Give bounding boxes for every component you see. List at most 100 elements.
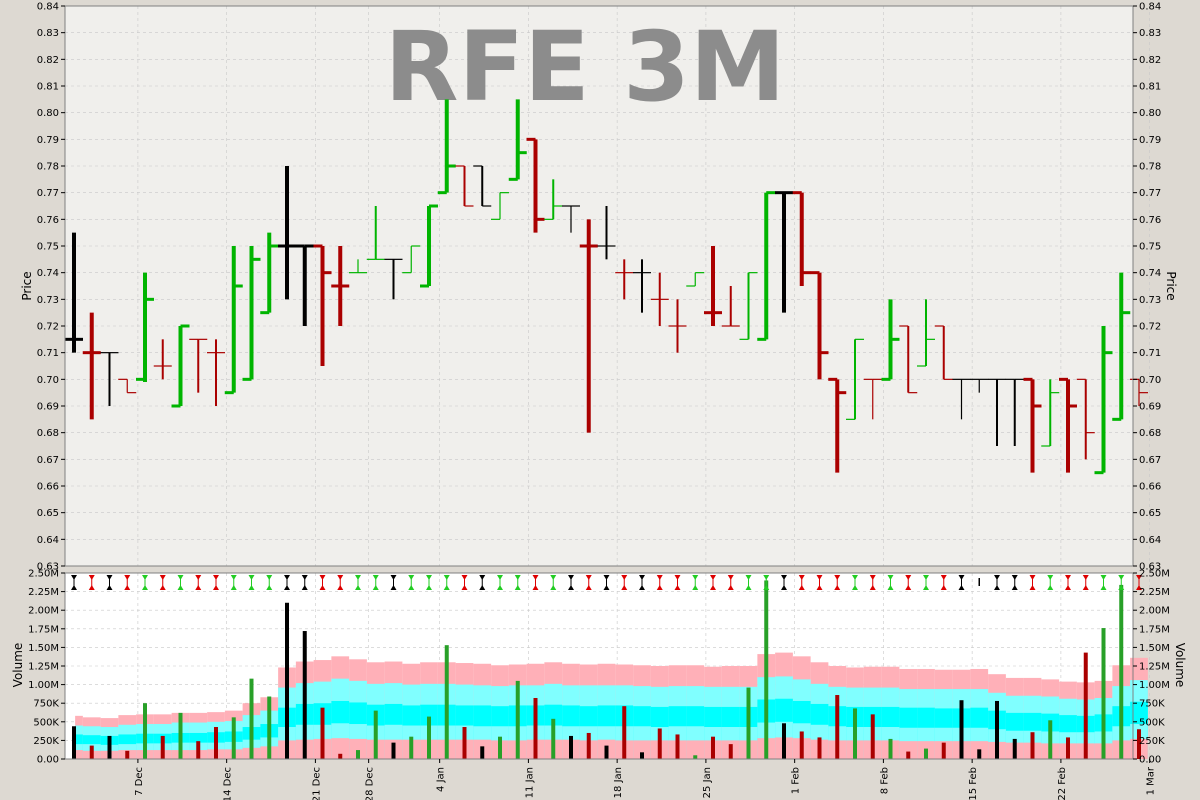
ohlc-bar: [934, 325, 953, 380]
ohlc-bar: [668, 299, 687, 353]
volume-bar: [551, 718, 556, 759]
signal-arrow-head: [887, 575, 894, 580]
price-tick-label: 0.77: [1139, 188, 1161, 199]
signal-arrow: [301, 575, 308, 590]
signal-arrow-head: [550, 575, 557, 580]
ohlc-bar: [775, 191, 793, 313]
volume-bar: [977, 749, 982, 759]
signal-arrow-head: [1136, 575, 1142, 580]
signal-arrow-head: [355, 575, 361, 580]
volume-bar: [1119, 584, 1124, 759]
volume-bar: [959, 700, 964, 759]
price-tick-label: 0.78: [1139, 162, 1161, 173]
signal-arrow-head: [532, 585, 539, 590]
date-axis: 7 Dec 14 Dec 21 Dec 28 Dec 4 Jan 11 Jan 18 Jan…: [134, 759, 1157, 800]
date-tick-label: 4 Jan: [436, 767, 447, 792]
signal-arrow-head: [177, 575, 184, 580]
signal-arrow: [798, 575, 805, 590]
volume-tick-label: 1.75M: [28, 624, 59, 635]
date-tick-label: 1 Feb: [791, 767, 802, 794]
volume-tick-label: 2.00M: [28, 606, 59, 617]
ohlc-bar: [899, 325, 918, 394]
signal-arrow: [177, 575, 184, 590]
ohlc-bar: [224, 246, 243, 395]
signal-arrow-head: [1065, 575, 1071, 580]
volume-bar: [462, 727, 467, 759]
volume-bar: [427, 716, 431, 759]
volume-bar: [1137, 729, 1141, 759]
chart-title: RFE 3M: [385, 11, 786, 123]
ohlc-bar: [562, 205, 580, 233]
signal-arrow: [852, 575, 858, 590]
ohlc-bar: [952, 378, 971, 420]
signal-arrow-head: [674, 585, 681, 590]
signal-arrow-head: [727, 585, 734, 590]
signal-arrow-head: [816, 575, 823, 580]
ohlc-bar: [1094, 326, 1113, 475]
ohlc-bar: [384, 258, 403, 300]
ohlc-bar: [1023, 377, 1042, 473]
signal-arrow: [727, 575, 734, 590]
signal-arrow-head: [301, 575, 308, 580]
signal-arrow: [763, 575, 770, 590]
volume-bar: [231, 717, 236, 759]
ohlc-bar: [207, 339, 225, 406]
price-tick-label: 0.84: [37, 2, 59, 13]
price-tick-label: 0.64: [37, 535, 59, 546]
volume-bars: [72, 580, 1141, 759]
signal-arrow-head: [585, 575, 592, 580]
price-panel-border: [64, 5, 1134, 567]
signal-arrow-head: [639, 575, 645, 580]
date-tick-label: 18 Jan: [613, 767, 624, 798]
signal-arrow: [1029, 575, 1036, 590]
signal-arrow: [319, 575, 326, 590]
ohlc-bar: [846, 338, 864, 420]
signal-arrow-head: [177, 585, 184, 590]
volume-bar: [267, 696, 272, 759]
ohlc-bar: [650, 272, 669, 326]
volume-bar: [515, 680, 520, 759]
ohlc-bar: [579, 219, 598, 433]
signal-arrow: [497, 575, 503, 590]
ohlc-bar: [455, 165, 474, 207]
volume-axis-right: 0.00250K500K750K1.00M1.25M1.50M1.75M2.00…: [1133, 569, 1170, 766]
signal-arrow-head: [426, 575, 432, 580]
volume-bar: [178, 712, 183, 759]
volume-bar: [125, 750, 130, 759]
signal-arrow: [426, 575, 432, 590]
volume-bar: [1048, 720, 1053, 759]
signal-arrow-head: [710, 585, 716, 590]
ohlc-bar: [792, 191, 811, 286]
signal-arrow: [1065, 575, 1071, 590]
signal-arrow-head: [905, 575, 912, 580]
volume-tick-label: 1.25M: [28, 662, 59, 673]
price-tick-label: 0.63: [37, 562, 59, 573]
ohlc-bar: [721, 286, 740, 327]
volume-bar: [799, 731, 804, 759]
volume-bar: [498, 736, 502, 759]
signal-arrow-head: [834, 575, 841, 580]
signal-arrow: [88, 575, 95, 590]
price-tick-label: 0.76: [1139, 215, 1161, 226]
price-tick-label: 0.67: [37, 455, 59, 466]
signal-arrow-head: [639, 585, 645, 590]
signal-arrow: [1047, 575, 1054, 590]
signal-arrow-head: [88, 585, 95, 590]
signal-arrow-head: [621, 585, 628, 590]
price-tick-label: 0.82: [1139, 55, 1161, 66]
volume-bar: [941, 742, 946, 759]
signal-arrow-head: [692, 585, 699, 590]
volume-band-pink-base: [899, 741, 918, 759]
signal-arrow-head: [1100, 585, 1107, 590]
ohlc-bar: [437, 99, 456, 195]
price-tick-label: 0.83: [37, 28, 59, 39]
volume-bar: [196, 741, 201, 759]
price-tick-label: 0.84: [1139, 2, 1161, 13]
date-tick-label: 7 Dec: [134, 767, 145, 796]
ohlc-bar: [278, 166, 296, 300]
ohlc-bar: [1059, 377, 1077, 473]
signal-arrow-head: [1136, 585, 1142, 590]
signal-arrow: [1100, 575, 1107, 590]
signal-arrow-head: [1100, 575, 1107, 580]
price-tick-label: 0.70: [37, 375, 59, 386]
